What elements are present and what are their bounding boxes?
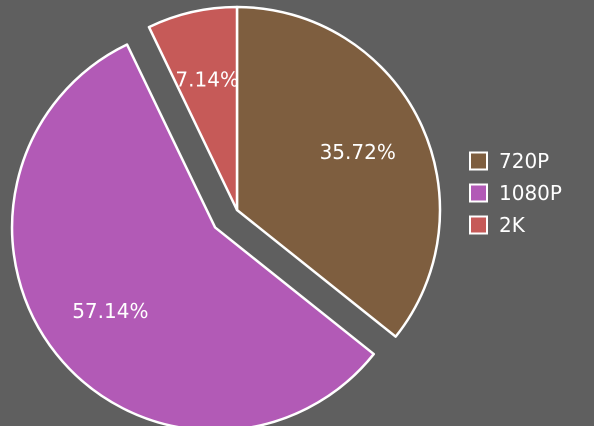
- legend-label-1080p: 1080P: [499, 181, 562, 205]
- legend-swatch-2k: [469, 215, 488, 235]
- pie-slice-1080p: [10, 43, 376, 426]
- pie-slice-2k: [147, 5, 239, 212]
- legend-label-720p: 720P: [499, 149, 549, 173]
- legend: 720P 1080P 2K: [469, 149, 562, 237]
- slice-label-1080p: 57.14%: [72, 299, 148, 323]
- slice-label-2k: 7.14%: [175, 67, 239, 91]
- pie-slice-720p: [235, 5, 442, 338]
- pie-slice-labels: 35.72% 57.14% 7.14%: [72, 67, 396, 323]
- legend-swatch-1080p: [469, 183, 488, 203]
- slice-label-720p: 35.72%: [320, 140, 396, 164]
- legend-label-2k: 2K: [499, 213, 526, 237]
- pie-slices: [10, 5, 442, 426]
- legend-swatch-720p: [469, 151, 488, 171]
